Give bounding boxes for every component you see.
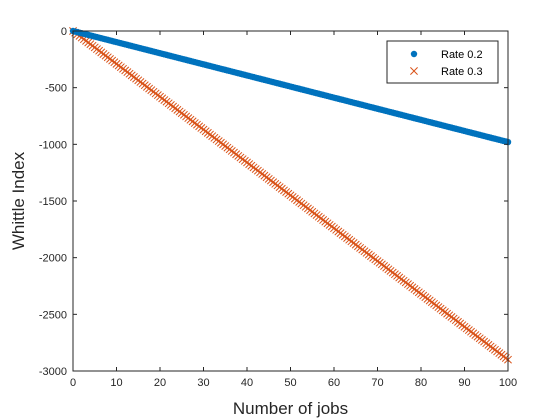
y-tick-label: -2500	[39, 309, 67, 321]
y-tick-label: -2000	[39, 253, 67, 265]
x-tick-label: 10	[110, 377, 122, 389]
legend-marker	[410, 50, 418, 58]
series-rate-0-2	[69, 27, 512, 146]
x-axis-label: Number of jobs	[233, 399, 348, 418]
x-tick-label: 50	[284, 377, 296, 389]
x-tick-label: 70	[371, 377, 383, 389]
y-axis: 0 -500 -1000 -1500 -2000 -2500 -3000	[39, 26, 508, 378]
y-axis-label: Whittle Index	[9, 151, 28, 250]
y-tick-label: -1500	[39, 196, 67, 208]
series-rate-0-3	[69, 27, 512, 364]
y-tick-label: -1000	[39, 139, 67, 151]
y-tick-label: -500	[45, 83, 67, 95]
x-tick-label: 100	[499, 377, 517, 389]
y-tick-label: -3000	[39, 366, 67, 378]
legend-marker	[410, 67, 418, 75]
x-axis: 0 10 20 30 40 50 60 70 80 90 100	[70, 31, 517, 389]
x-tick-label: 0	[70, 377, 76, 389]
plot-marks	[69, 27, 512, 364]
legend-label: Rate 0.2	[441, 49, 483, 61]
x-tick-label: 90	[458, 377, 470, 389]
legend-box	[386, 40, 499, 84]
x-tick-label: 40	[241, 377, 253, 389]
legend-label: Rate 0.3	[441, 66, 483, 78]
legend: Rate 0.2 Rate 0.3	[386, 40, 499, 84]
x-tick-label: 80	[415, 377, 427, 389]
x-tick-label: 60	[328, 377, 340, 389]
x-tick-label: 30	[197, 377, 209, 389]
y-tick-label: 0	[61, 26, 67, 38]
x-tick-label: 20	[154, 377, 166, 389]
